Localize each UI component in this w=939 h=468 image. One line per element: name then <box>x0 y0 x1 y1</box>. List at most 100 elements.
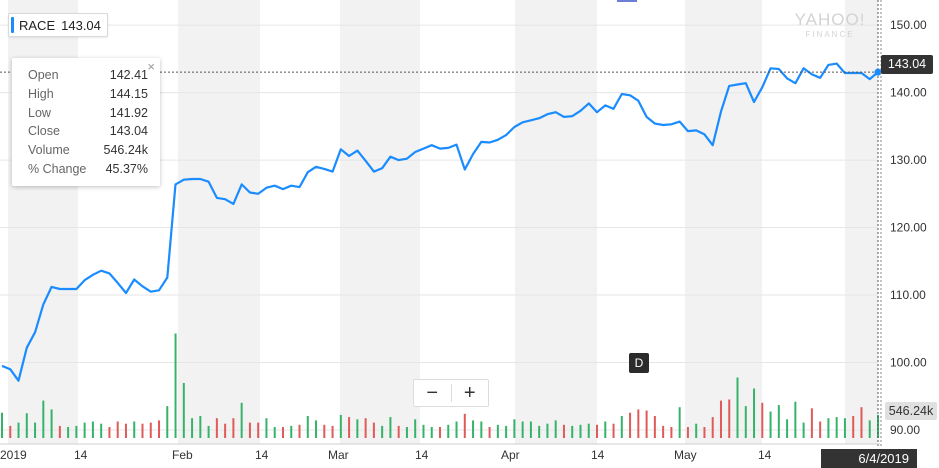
top-edge-marker <box>617 0 637 2</box>
volume-bar <box>827 418 830 438</box>
volume-bar <box>695 423 698 438</box>
volume-bar <box>34 422 37 438</box>
volume-bar <box>158 420 161 438</box>
y-tick-label: 120.00 <box>890 221 927 235</box>
yahoo-finance-watermark: YAHOO! FINANCE <box>790 10 870 39</box>
volume-bar <box>629 412 632 438</box>
volume-bar <box>348 417 351 438</box>
volume-bar <box>133 421 136 438</box>
volume-bar <box>67 427 70 438</box>
volume-bar <box>273 427 276 438</box>
tooltip-value: 143.04 <box>109 124 148 138</box>
zoom-in-button[interactable]: + <box>452 380 489 406</box>
tooltip-row-low: Low 141.92 <box>28 106 148 120</box>
tooltip-value: 546.24k <box>103 143 148 157</box>
volume-bar <box>877 414 879 438</box>
volume-bar <box>819 421 822 438</box>
shaded-band <box>515 0 597 444</box>
volume-bar <box>430 427 433 438</box>
tooltip-row-volume: Volume 546.24k <box>28 143 148 157</box>
ticker-last-price: 143.04 <box>61 17 101 33</box>
volume-bar <box>372 422 375 438</box>
dividend-marker[interactable]: D <box>629 353 649 373</box>
zoom-controls: − + <box>413 379 489 407</box>
tooltip-row-change: % Change 45.37% <box>28 162 148 176</box>
volume-bar <box>604 421 607 438</box>
volume-bar <box>678 407 681 438</box>
volume-bar <box>513 419 516 438</box>
tooltip-row-open: Open 142.41 <box>28 68 148 82</box>
volume-bar <box>207 425 210 438</box>
volume-bar <box>472 420 475 438</box>
volume-bar <box>455 421 458 438</box>
volume-bar <box>248 422 251 438</box>
volume-bar <box>439 427 441 438</box>
volume-bar <box>794 401 797 438</box>
volume-bar <box>389 417 392 438</box>
current-price-badge: 143.04 <box>881 55 933 74</box>
volume-bar <box>496 424 499 438</box>
shaded-band <box>178 0 260 444</box>
volume-bar <box>736 377 739 438</box>
volume-bar <box>769 411 772 438</box>
volume-bar <box>323 424 326 438</box>
watermark-line2: FINANCE <box>805 30 855 39</box>
volume-bar <box>562 424 565 438</box>
zoom-out-button[interactable]: − <box>414 380 451 406</box>
x-tick-label: Apr <box>501 448 520 462</box>
y-tick-label: 140.00 <box>890 86 927 100</box>
volume-bar <box>579 424 582 438</box>
tooltip-label: Close <box>28 124 60 138</box>
tooltip-value: 144.15 <box>109 87 148 101</box>
volume-bar <box>546 423 549 438</box>
volume-bar <box>810 408 813 438</box>
volume-bar <box>488 427 491 438</box>
volume-bar <box>447 424 450 438</box>
y-tick-label: 90.00 <box>890 423 920 437</box>
volume-bar <box>315 420 318 438</box>
volume-bar <box>75 425 78 438</box>
volume-bar <box>42 400 45 438</box>
tooltip-label: % Change <box>28 162 87 176</box>
volume-bar <box>843 418 846 438</box>
volume-bar <box>116 421 119 438</box>
shaded-band <box>685 0 762 444</box>
volume-bar <box>58 425 61 438</box>
volume-bar <box>298 424 301 438</box>
volume-bar <box>645 410 648 438</box>
volume-bar <box>612 423 615 438</box>
volume-bar <box>224 423 227 438</box>
volume-bar <box>703 427 706 438</box>
ticker-badge[interactable]: RACE 143.04 <box>8 13 108 37</box>
shaded-band <box>340 0 420 444</box>
tooltip-label: Open <box>28 68 59 82</box>
volume-bar <box>852 416 855 438</box>
tooltip-label: High <box>28 87 54 101</box>
volume-bar <box>199 416 202 438</box>
volume-bar <box>860 407 863 438</box>
tooltip-row-close: Close 143.04 <box>28 124 148 138</box>
volume-bar <box>868 420 871 438</box>
current-volume-badge: 546.24k <box>885 402 937 420</box>
volume-bar <box>265 418 268 438</box>
volume-bar <box>637 409 640 438</box>
ohlc-tooltip: × Open 142.41 High 144.15 Low 141.92 Clo… <box>12 58 160 186</box>
volume-bar <box>141 423 144 438</box>
volume-bar <box>571 425 574 438</box>
volume-bar <box>686 427 689 438</box>
close-icon[interactable]: × <box>147 59 155 74</box>
volume-bar <box>744 406 747 438</box>
volume-bar <box>463 413 466 438</box>
last-point-marker <box>874 68 882 76</box>
volume-bar <box>761 402 764 438</box>
volume-bar <box>182 383 185 438</box>
y-tick-label: 150.00 <box>890 18 927 32</box>
price-line <box>1 62 879 382</box>
volume-bar <box>339 414 342 438</box>
volume-bar <box>505 425 508 438</box>
volume-bar <box>9 425 12 438</box>
x-tick-label: 14 <box>74 448 88 462</box>
series-color-swatch <box>11 17 14 33</box>
